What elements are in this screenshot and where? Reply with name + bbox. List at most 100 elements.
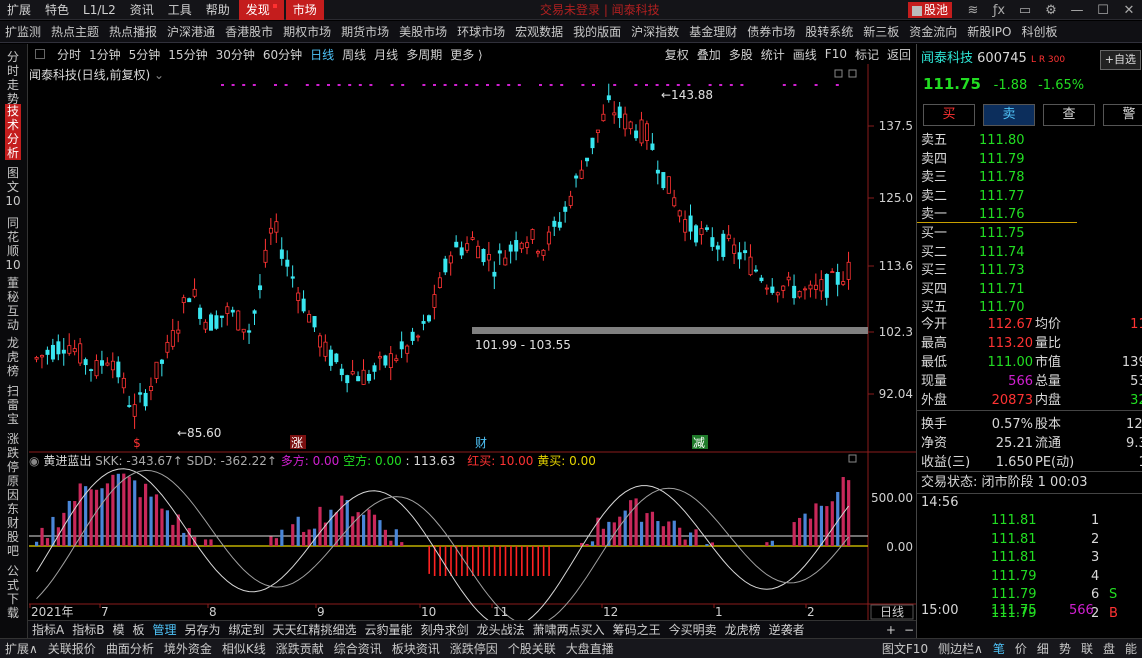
toolbar-action-4[interactable]: 画线 <box>792 47 817 62</box>
left-tab-6[interactable]: 扫雷宝 <box>6 384 19 426</box>
menu-shichang[interactable]: 市场 <box>285 0 324 20</box>
candlestick-chart[interactable]: 137.5 125.0 113.6 102.3 92.04 500.00 0.00 101.9… <box>29 64 917 620</box>
left-tab-4[interactable]: 董秘互动 <box>6 276 19 332</box>
formula-tab-5[interactable]: 另存为 <box>184 623 221 637</box>
period-1[interactable]: 1分钟 <box>89 47 121 62</box>
remove-icon[interactable]: − <box>903 622 914 637</box>
formula-tab-7[interactable]: 天天红精挑细选 <box>272 623 357 637</box>
nav-item-16[interactable]: 资金流向 <box>909 24 958 39</box>
period-0[interactable]: 分时 <box>57 47 82 62</box>
status-right-3[interactable]: 价 <box>1014 642 1027 656</box>
formula-tab-14[interactable]: 龙虎榜 <box>724 623 761 637</box>
left-tab-8[interactable]: 东财股吧 <box>6 502 19 558</box>
period-2[interactable]: 5分钟 <box>128 47 161 62</box>
indicator-close-icon[interactable] <box>848 454 857 463</box>
formula-tab-6[interactable]: 绑定到 <box>228 623 265 637</box>
status-item-9[interactable]: 个股关联 <box>507 642 556 656</box>
status-right-6[interactable]: 联 <box>1080 642 1093 656</box>
status-item-0[interactable]: 扩展∧ <box>5 642 38 656</box>
left-tab-7[interactable]: 涨跌停原因 <box>6 432 19 502</box>
menu-item-1[interactable]: 特色 <box>45 2 70 17</box>
chevron-down-icon[interactable]: ⌄ <box>154 68 165 82</box>
formula-tab-2[interactable]: 模 <box>112 623 125 637</box>
layout-icon[interactable] <box>35 49 45 59</box>
nav-item-10[interactable]: 我的版面 <box>573 24 622 39</box>
expand-icon[interactable] <box>834 69 843 78</box>
status-right-8[interactable]: 能 <box>1124 642 1137 656</box>
status-right-0[interactable]: 图文F10 <box>881 642 929 656</box>
left-tab-2[interactable]: 图文10 <box>5 166 21 208</box>
status-right-5[interactable]: 势 <box>1058 642 1071 656</box>
status-item-7[interactable]: 板块资讯 <box>391 642 440 656</box>
toolbar-action-0[interactable]: 复权 <box>664 47 689 62</box>
period-10[interactable]: 更多 ⟩ <box>450 47 483 62</box>
status-item-3[interactable]: 境外资金 <box>163 642 212 656</box>
period-3[interactable]: 15分钟 <box>168 47 208 62</box>
nav-item-17[interactable]: 新股IPO <box>967 24 1012 39</box>
nav-item-14[interactable]: 股转系统 <box>805 24 854 39</box>
maximize-icon[interactable]: ☐ <box>1097 2 1109 18</box>
formula-tab-11[interactable]: 萧啸两点买入 <box>532 623 605 637</box>
period-box[interactable] <box>870 604 914 620</box>
status-right-2[interactable]: 笔 <box>992 642 1005 656</box>
chat-icon[interactable]: ▭ <box>1018 2 1032 18</box>
period-5[interactable]: 60分钟 <box>262 47 303 62</box>
toolbar-action-3[interactable]: 统计 <box>760 47 785 62</box>
nav-item-15[interactable]: 新三板 <box>863 24 900 39</box>
nav-item-3[interactable]: 沪深港通 <box>167 24 216 39</box>
nav-item-2[interactable]: 热点播报 <box>109 24 158 39</box>
close-icon[interactable]: ✕ <box>1123 2 1135 18</box>
left-tab-5[interactable]: 龙虎榜 <box>6 336 19 378</box>
nav-item-18[interactable]: 科创板 <box>1021 24 1058 39</box>
nav-item-11[interactable]: 沪深指数 <box>631 24 680 39</box>
menu-item-2[interactable]: L1/L2 <box>83 2 116 17</box>
query-button[interactable]: 查 <box>1043 104 1095 126</box>
add-icon[interactable]: + <box>885 622 896 637</box>
status-item-6[interactable]: 综合资讯 <box>333 642 382 656</box>
menu-item-3[interactable]: 资讯 <box>129 2 154 17</box>
nav-item-9[interactable]: 宏观数据 <box>515 24 564 39</box>
formula-icon[interactable]: ƒx <box>992 2 1006 18</box>
stock-pool-button[interactable]: 股池 <box>907 2 952 18</box>
formula-tab-10[interactable]: 龙头战法 <box>476 623 525 637</box>
sell-button[interactable]: 卖 <box>983 104 1035 126</box>
toolbar-action-2[interactable]: 多股 <box>728 47 753 62</box>
nav-item-8[interactable]: 环球市场 <box>457 24 506 39</box>
formula-tab-12[interactable]: 筹码之王 <box>612 623 661 637</box>
add-watchlist-button[interactable]: +自选 <box>1099 50 1141 70</box>
status-item-1[interactable]: 关联报价 <box>47 642 96 656</box>
close-panel-icon[interactable] <box>848 69 857 78</box>
nav-item-4[interactable]: 香港股市 <box>225 24 274 39</box>
left-tab-3[interactable]: 同花顺10 <box>5 216 21 272</box>
nav-item-13[interactable]: 债券市场 <box>747 24 796 39</box>
nav-item-7[interactable]: 美股市场 <box>399 24 448 39</box>
status-right-7[interactable]: 盘 <box>1102 642 1115 656</box>
toolbar-action-6[interactable]: 标记 <box>854 47 879 62</box>
formula-tab-0[interactable]: 指标A <box>32 623 65 637</box>
formula-tab-1[interactable]: 指标B <box>72 623 105 637</box>
status-item-8[interactable]: 涨跌停因 <box>449 642 498 656</box>
status-item-2[interactable]: 曲面分析 <box>105 642 154 656</box>
status-right-1[interactable]: 侧边栏∧ <box>938 642 983 656</box>
formula-tab-8[interactable]: 云豹量能 <box>364 623 413 637</box>
menu-item-4[interactable]: 工具 <box>167 2 192 17</box>
minimize-icon[interactable]: — <box>1070 2 1084 18</box>
status-item-10[interactable]: 大盘直播 <box>565 642 614 656</box>
toolbar-action-5[interactable]: F10 <box>824 47 847 61</box>
period-6[interactable]: 日线 <box>310 47 335 62</box>
nav-item-1[interactable]: 热点主题 <box>51 24 100 39</box>
toolbar-action-1[interactable]: 叠加 <box>696 47 721 62</box>
settings-icon[interactable]: ⚙ <box>1045 2 1057 18</box>
layers-icon[interactable]: ≋ <box>967 2 979 18</box>
nav-item-5[interactable]: 期权市场 <box>283 24 332 39</box>
status-item-4[interactable]: 相似K线 <box>221 642 266 656</box>
alert-button[interactable]: 警 <box>1103 104 1142 126</box>
left-tab-0[interactable]: 分时走势 <box>6 50 19 106</box>
period-9[interactable]: 多周期 <box>406 47 443 62</box>
formula-tab-9[interactable]: 刻舟求剑 <box>420 623 469 637</box>
menu-item-5[interactable]: 帮助 <box>205 2 230 17</box>
formula-tab-13[interactable]: 今买明卖 <box>668 623 717 637</box>
left-tab-9[interactable]: 公式下载 <box>6 564 19 620</box>
toggle-icon[interactable]: ◉ <box>29 454 40 468</box>
menu-item-0[interactable]: 扩展 <box>7 2 32 17</box>
